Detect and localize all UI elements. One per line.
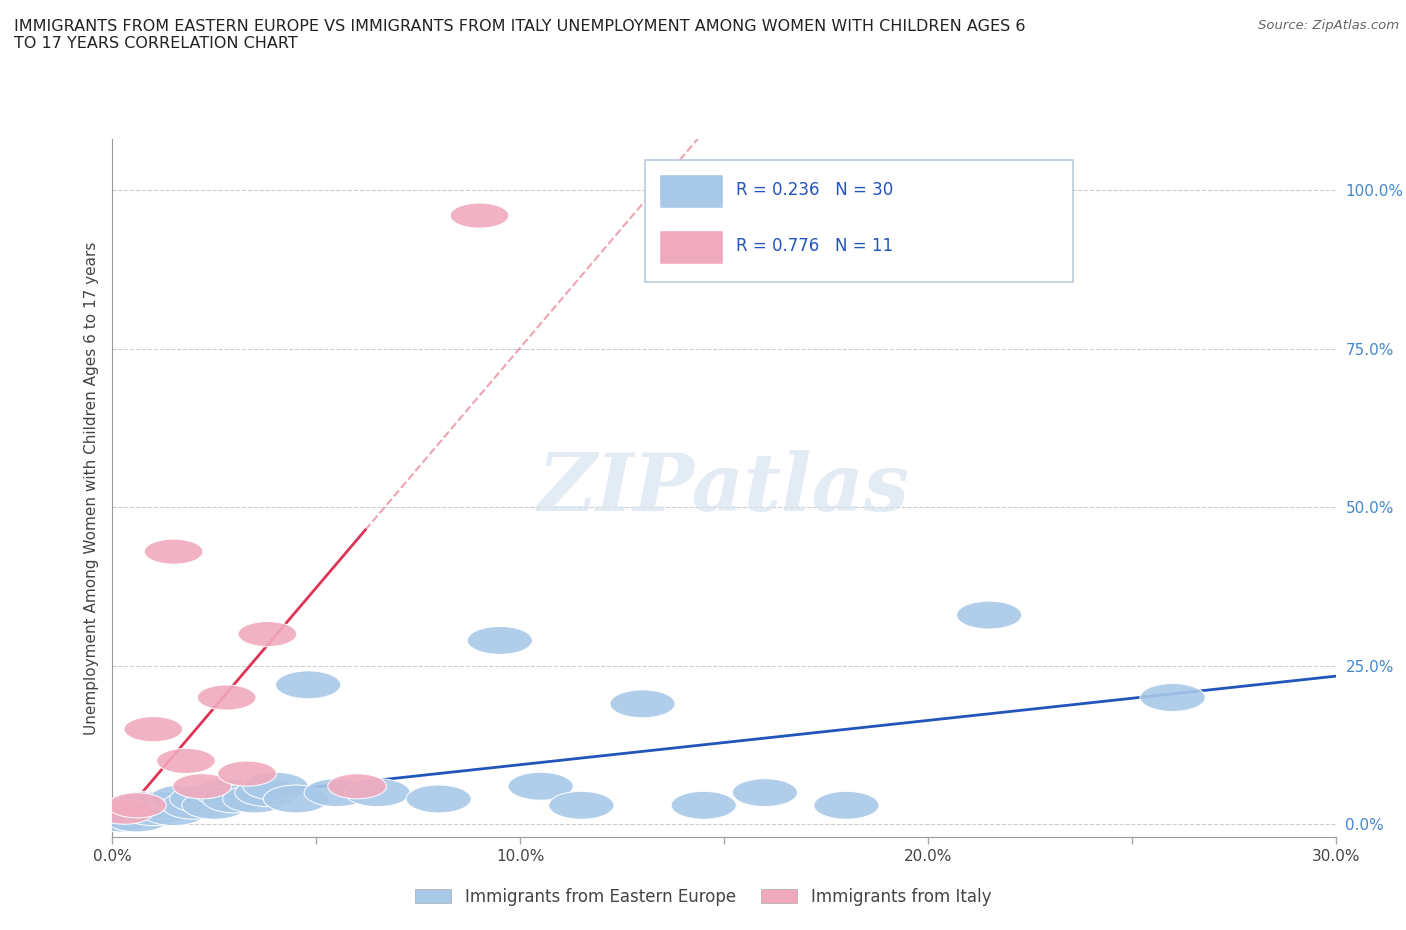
Text: IMMIGRANTS FROM EASTERN EUROPE VS IMMIGRANTS FROM ITALY UNEMPLOYMENT AMONG WOMEN: IMMIGRANTS FROM EASTERN EUROPE VS IMMIGR… bbox=[14, 19, 1025, 51]
FancyBboxPatch shape bbox=[659, 175, 723, 208]
Ellipse shape bbox=[344, 778, 411, 806]
Ellipse shape bbox=[263, 785, 329, 813]
Ellipse shape bbox=[104, 804, 170, 832]
FancyBboxPatch shape bbox=[644, 161, 1073, 283]
Ellipse shape bbox=[197, 684, 256, 711]
Ellipse shape bbox=[218, 761, 277, 786]
FancyBboxPatch shape bbox=[659, 231, 723, 264]
Ellipse shape bbox=[145, 539, 202, 565]
Ellipse shape bbox=[406, 785, 471, 813]
Y-axis label: Unemployment Among Women with Children Ages 6 to 17 years: Unemployment Among Women with Children A… bbox=[83, 242, 98, 735]
Ellipse shape bbox=[671, 791, 737, 819]
Ellipse shape bbox=[610, 690, 675, 718]
Ellipse shape bbox=[129, 791, 194, 819]
Ellipse shape bbox=[124, 717, 183, 742]
Ellipse shape bbox=[170, 785, 235, 813]
Ellipse shape bbox=[276, 671, 340, 698]
Ellipse shape bbox=[202, 785, 267, 813]
Ellipse shape bbox=[149, 785, 215, 813]
Text: R = 0.776   N = 11: R = 0.776 N = 11 bbox=[737, 236, 893, 255]
Text: Source: ZipAtlas.com: Source: ZipAtlas.com bbox=[1258, 19, 1399, 32]
Ellipse shape bbox=[96, 798, 162, 826]
Ellipse shape bbox=[467, 627, 533, 655]
Ellipse shape bbox=[328, 774, 387, 799]
Ellipse shape bbox=[96, 799, 155, 824]
Ellipse shape bbox=[733, 778, 797, 806]
Ellipse shape bbox=[450, 203, 509, 228]
Ellipse shape bbox=[238, 621, 297, 646]
Ellipse shape bbox=[173, 774, 232, 799]
Legend: Immigrants from Eastern Europe, Immigrants from Italy: Immigrants from Eastern Europe, Immigran… bbox=[408, 881, 998, 912]
Ellipse shape bbox=[121, 798, 186, 826]
Ellipse shape bbox=[508, 772, 574, 800]
Text: ZIPatlas: ZIPatlas bbox=[538, 449, 910, 527]
Ellipse shape bbox=[243, 772, 308, 800]
Ellipse shape bbox=[1140, 684, 1205, 711]
Ellipse shape bbox=[814, 791, 879, 819]
Ellipse shape bbox=[181, 791, 247, 819]
Ellipse shape bbox=[548, 791, 614, 819]
Ellipse shape bbox=[112, 791, 177, 819]
Ellipse shape bbox=[222, 785, 288, 813]
Ellipse shape bbox=[156, 749, 215, 774]
Ellipse shape bbox=[108, 792, 166, 817]
Ellipse shape bbox=[89, 804, 153, 832]
Ellipse shape bbox=[194, 778, 259, 806]
Text: R = 0.236   N = 30: R = 0.236 N = 30 bbox=[737, 180, 894, 199]
Ellipse shape bbox=[162, 791, 226, 819]
Ellipse shape bbox=[235, 778, 299, 806]
Ellipse shape bbox=[141, 798, 207, 826]
Ellipse shape bbox=[304, 778, 370, 806]
Ellipse shape bbox=[956, 601, 1022, 629]
